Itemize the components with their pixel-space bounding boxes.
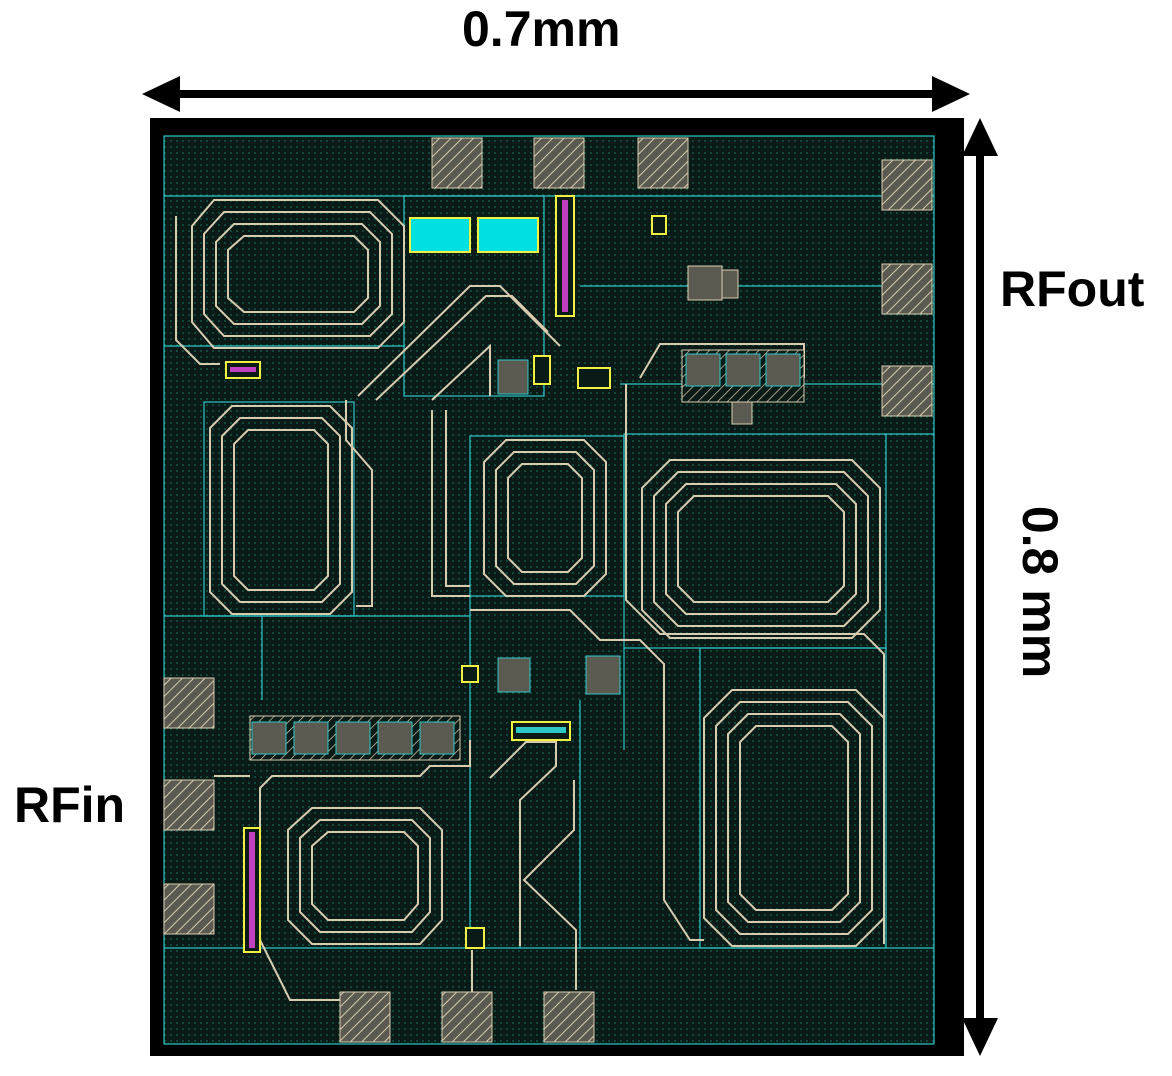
pad-top-3 [637,137,689,189]
inductors [191,199,885,947]
pad-rfout [881,263,933,315]
pad-left-3 [163,883,215,935]
transistor-arrays [249,265,805,761]
chip-width-label: 0.7mm [462,1,621,57]
height-dimension-arrow [962,118,998,1056]
capacitor-top-2 [477,217,539,253]
pad-right-3 [881,365,933,417]
rf-input-port-label: RFin [14,777,126,833]
capacitor-top-1 [409,217,471,253]
inductor-left-middle [209,405,353,615]
pad-top-2 [533,137,585,189]
pad-top-1 [431,137,483,189]
routing-grid-lines [163,135,935,1045]
capacitors [409,217,539,253]
resistors-and-vias [225,195,667,953]
chip-height-label: 0.8 mm [1012,505,1068,679]
inductor-center [483,439,607,597]
inductor-right-top [641,459,881,639]
inductor-bottom-left [287,807,443,945]
inductor-top-left [191,199,405,349]
pad-rfin [163,779,215,831]
pad-left-1 [163,677,215,729]
width-dimension-arrow [142,76,970,112]
pad-bottom-3 [543,991,595,1043]
bond-pads [163,137,933,1043]
pad-bottom-1 [339,991,391,1043]
inductor-right-bottom [703,689,885,947]
rf-output-port-label: RFout [1000,261,1145,317]
pad-bottom-2 [441,991,493,1043]
pad-right-1 [881,159,933,211]
